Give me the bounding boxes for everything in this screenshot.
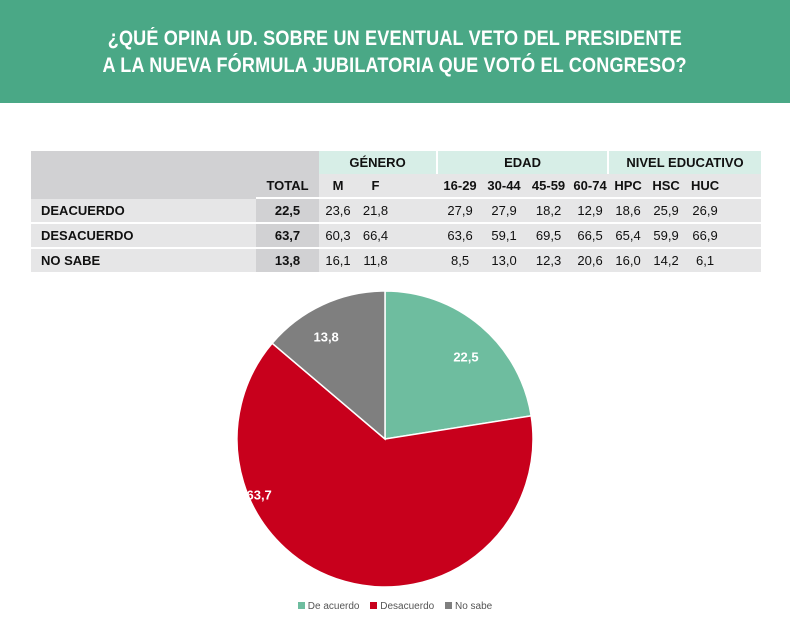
pie-slice-de-acuerdo [384,290,533,440]
cell: 6,1 [685,249,726,272]
cell: 69,5 [526,224,572,249]
cell: 25,9 [647,199,686,224]
cell: 27,9 [438,199,483,224]
table-row: NO SABE 13,8 16,1 11,8 8,5 13,0 12,3 20,… [31,249,761,272]
cell: 66,4 [357,224,394,249]
cell: 21,8 [357,199,394,224]
cell: 66,9 [685,224,726,249]
title-line-2: A LA NUEVA FÓRMULA JUBILATORIA QUE VOTÓ … [102,53,688,77]
column-header-row: TOTAL M F 16-29 30-44 45-59 60-74 HPC HS… [31,174,761,199]
col-spacer [725,174,761,199]
total-header-top [256,151,319,174]
cell-spacer [725,249,761,272]
cell: 8,5 [438,249,483,272]
cell: 13,0 [482,249,527,272]
pie-chart: 22,5 63,7 13,8 [236,289,537,589]
cell: 18,2 [526,199,572,224]
results-table: GÉNERO EDAD NIVEL EDUCATIVO TOTAL M F 16… [31,151,761,272]
cell-total: 13,8 [256,249,319,272]
col-header-hsc: HSC [647,174,686,199]
legend-label: No sabe [454,601,493,612]
cell-spacer [394,199,439,224]
cell: 26,9 [685,199,726,224]
row-label-deacuerdo: DEACUERDO [31,199,256,224]
row-label-desacuerdo: DESACUERDO [31,224,256,249]
group-header-row: GÉNERO EDAD NIVEL EDUCATIVO [31,151,761,199]
chart-legend: De acuerdo Desacuerdo No sabe [0,601,790,612]
col-header-16-29: 16-29 [438,174,483,199]
cell: 11,8 [357,249,394,272]
cell: 63,6 [438,224,483,249]
legend-swatch [370,602,378,609]
title-line-1: ¿QUÉ OPINA UD. SOBRE UN EVENTUAL VETO DE… [107,26,683,50]
row-label-no-sabe: NO SABE [31,249,256,272]
cell: 16,1 [319,249,357,272]
col-header-m: M [319,174,357,199]
col-header-f: F [357,174,394,199]
col-header-hpc: HPC [609,174,648,199]
col-header-30-44: 30-44 [482,174,527,199]
cell: 65,4 [609,224,648,249]
cell: 20,6 [571,249,610,272]
pie-label-desacuerdo: 63,7 [246,488,271,503]
cell: 23,6 [319,199,357,224]
legend-label: De acuerdo [307,601,360,612]
cell: 12,3 [526,249,572,272]
cell: 60,3 [319,224,357,249]
group-nivel-educativo: NIVEL EDUCATIVO [609,151,761,174]
cell-spacer [394,249,439,272]
cell-spacer [725,224,761,249]
legend-item-de-acuerdo: De acuerdo [297,601,360,612]
cell: 16,0 [609,249,648,272]
group-edad: EDAD [438,151,610,174]
pie-label-no-sabe: 13,8 [313,329,338,344]
cell: 18,6 [609,199,648,224]
pie-slice-desacuerdo [236,342,534,588]
col-header-huc: HUC [685,174,726,199]
cell-total: 22,5 [256,199,319,224]
pie-label-de-acuerdo: 22,5 [453,350,478,365]
col-spacer [394,174,439,199]
cell-spacer [725,199,761,224]
legend-swatch [297,602,305,609]
cell: 12,9 [571,199,610,224]
pie-slice-no-sabe [271,290,386,441]
cell: 59,1 [482,224,527,249]
legend-label: Desacuerdo [380,601,435,612]
table-row: DESACUERDO 63,7 60,3 66,4 63,6 59,1 69,5… [31,224,761,249]
cell-spacer [394,224,439,249]
legend-swatch [444,602,452,609]
cell: 66,5 [571,224,610,249]
header-corner [31,151,256,199]
title-banner: ¿QUÉ OPINA UD. SOBRE UN EVENTUAL VETO DE… [0,0,790,103]
col-header-60-74: 60-74 [571,174,610,199]
cell-total: 63,7 [256,224,319,249]
col-header-45-59: 45-59 [526,174,572,199]
legend-item-no-sabe: No sabe [444,601,493,612]
table-row: DEACUERDO 22,5 23,6 21,8 27,9 27,9 18,2 … [31,199,761,224]
group-genero: GÉNERO [319,151,439,174]
legend-item-desacuerdo: Desacuerdo [370,601,434,612]
cell: 27,9 [482,199,527,224]
pie-chart-svg: 22,5 63,7 13,8 [236,290,534,588]
cell: 14,2 [647,249,686,272]
cell: 59,9 [647,224,686,249]
col-header-total: TOTAL [256,174,319,199]
